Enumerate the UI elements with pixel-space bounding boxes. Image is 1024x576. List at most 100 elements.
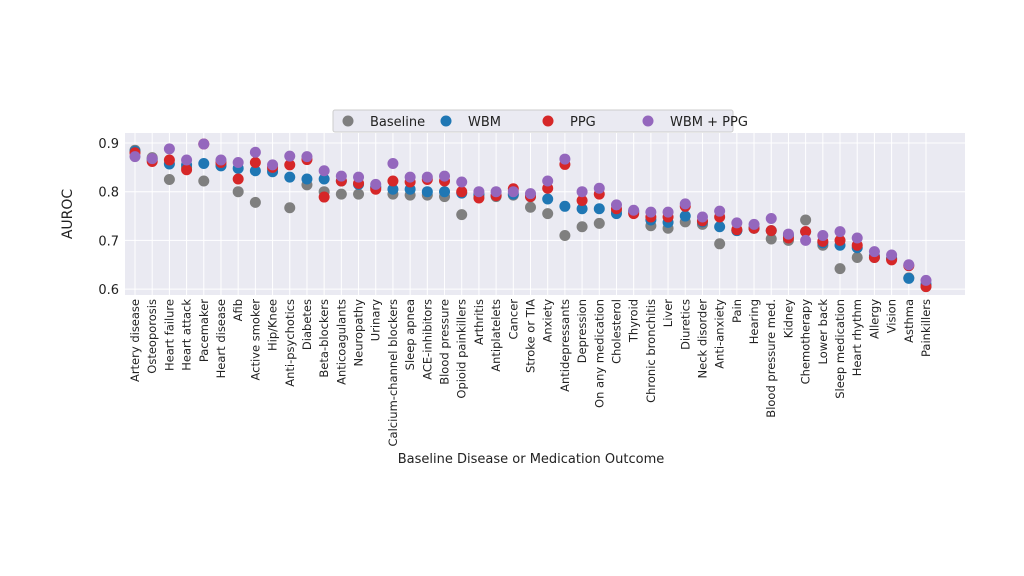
x-tick-label: Antiplatelets bbox=[489, 299, 503, 372]
point-ppg bbox=[181, 164, 193, 176]
x-tick-label: Heart rhythm bbox=[850, 299, 864, 376]
point-baseline bbox=[163, 174, 175, 186]
x-tick-label: Arthritis bbox=[472, 299, 486, 345]
legend-label: WBM bbox=[468, 115, 501, 130]
point-baseline bbox=[576, 221, 588, 233]
point-wbm-ppg bbox=[318, 165, 330, 177]
x-tick-label: Vision bbox=[885, 299, 899, 333]
x-tick-label: Afib bbox=[231, 299, 245, 321]
point-wbm bbox=[198, 157, 210, 169]
point-wbm-ppg bbox=[301, 151, 313, 163]
point-wbm-ppg bbox=[868, 246, 880, 258]
x-tick-label: Sleep apnea bbox=[403, 299, 417, 370]
point-wbm-ppg bbox=[146, 153, 158, 165]
point-wbm bbox=[318, 173, 330, 185]
point-wbm-ppg bbox=[181, 154, 193, 166]
legend: Baseline WBM PPG WBM + PPG bbox=[332, 109, 748, 133]
point-wbm bbox=[301, 173, 313, 185]
point-wbm-ppg bbox=[404, 171, 416, 183]
point-wbm-ppg bbox=[542, 175, 554, 187]
point-wbm-ppg bbox=[714, 205, 726, 217]
point-wbm-ppg bbox=[748, 218, 760, 230]
point-ppg bbox=[834, 234, 846, 246]
point-wbm bbox=[249, 165, 261, 177]
point-ppg bbox=[318, 191, 330, 203]
legend-label: Baseline bbox=[370, 115, 425, 130]
legend-marker bbox=[642, 115, 654, 127]
x-tick-label: Anti-psychotics bbox=[283, 299, 297, 387]
legend-box bbox=[332, 109, 734, 133]
y-tick-label: 0.6 bbox=[98, 283, 119, 298]
point-wbm-ppg bbox=[817, 230, 829, 242]
point-ppg bbox=[765, 225, 777, 237]
point-baseline bbox=[542, 208, 554, 220]
x-axis-label: Baseline Disease or Medication Outcome bbox=[398, 452, 665, 467]
x-tick-label: Sleep medication bbox=[833, 299, 847, 399]
x-tick-label: Lower back bbox=[816, 299, 830, 365]
point-baseline bbox=[232, 186, 244, 198]
point-ppg bbox=[800, 226, 812, 238]
x-tick-label: Heart disease bbox=[214, 299, 228, 378]
point-wbm-ppg bbox=[731, 217, 743, 229]
y-tick-label: 0.9 bbox=[98, 137, 119, 152]
x-tick-label: Chronic bronchitis bbox=[644, 299, 658, 403]
x-tick-label: Neck disorder bbox=[695, 299, 709, 379]
point-baseline bbox=[353, 188, 365, 200]
point-ppg bbox=[163, 154, 175, 166]
point-wbm-ppg bbox=[490, 186, 502, 198]
point-wbm-ppg bbox=[439, 170, 451, 182]
point-wbm bbox=[903, 272, 915, 284]
x-tick-label: Heart attack bbox=[180, 299, 194, 371]
point-wbm bbox=[714, 221, 726, 233]
x-tick-label: Beta-blockers bbox=[317, 299, 331, 378]
point-wbm-ppg bbox=[335, 170, 347, 182]
point-baseline bbox=[284, 202, 296, 214]
point-baseline bbox=[559, 230, 571, 242]
point-wbm-ppg bbox=[353, 171, 365, 183]
legend-marker bbox=[342, 115, 354, 127]
point-wbm bbox=[284, 171, 296, 183]
point-wbm-ppg bbox=[782, 228, 794, 240]
x-tick-label: Thyroid bbox=[627, 299, 641, 343]
point-wbm-ppg bbox=[507, 186, 519, 198]
data-points bbox=[129, 138, 932, 293]
point-wbm bbox=[576, 203, 588, 215]
point-wbm-ppg bbox=[525, 188, 536, 200]
x-tick-label: Urinary bbox=[369, 299, 383, 341]
point-wbm-ppg bbox=[284, 150, 296, 162]
x-tick-label: Pain bbox=[730, 299, 744, 323]
point-wbm-ppg bbox=[593, 182, 605, 194]
x-tick-label: Painkillers bbox=[919, 299, 933, 357]
x-tick-label: Diuretics bbox=[678, 299, 692, 350]
legend-marker bbox=[440, 115, 452, 127]
point-baseline bbox=[834, 263, 846, 275]
point-wbm-ppg bbox=[456, 176, 468, 188]
point-wbm bbox=[593, 203, 605, 215]
x-tick-label: Artery disease bbox=[128, 299, 142, 382]
point-wbm-ppg bbox=[903, 259, 915, 271]
x-tick-label: Kidney bbox=[781, 299, 795, 338]
point-baseline bbox=[456, 209, 468, 221]
y-axis-label: AUROC bbox=[60, 189, 76, 240]
x-tick-label: Depression bbox=[575, 299, 589, 363]
x-tick-label: Diabetes bbox=[300, 299, 314, 350]
point-baseline bbox=[851, 251, 863, 263]
point-wbm bbox=[439, 186, 451, 198]
point-wbm-ppg bbox=[851, 232, 863, 244]
x-tick-label: Pacemaker bbox=[197, 299, 211, 362]
y-tick-label: 0.8 bbox=[98, 186, 119, 201]
point-wbm-ppg bbox=[920, 274, 932, 286]
point-baseline bbox=[714, 238, 726, 250]
point-baseline bbox=[525, 201, 536, 213]
x-tick-label: ACE-inhibitors bbox=[420, 299, 434, 380]
point-wbm-ppg bbox=[267, 159, 279, 171]
point-wbm-ppg bbox=[473, 186, 485, 198]
point-wbm-ppg bbox=[232, 156, 244, 168]
x-tick-label: Stroke or TIA bbox=[524, 299, 538, 373]
x-tick-label: Hearing bbox=[747, 299, 761, 344]
x-axis-ticks: Artery disease Osteoporosis Heart failure H… bbox=[128, 299, 933, 447]
point-wbm-ppg bbox=[886, 249, 898, 261]
x-tick-label: Calcium-channel blockers bbox=[386, 299, 400, 447]
x-tick-label: Asthma bbox=[902, 299, 916, 343]
